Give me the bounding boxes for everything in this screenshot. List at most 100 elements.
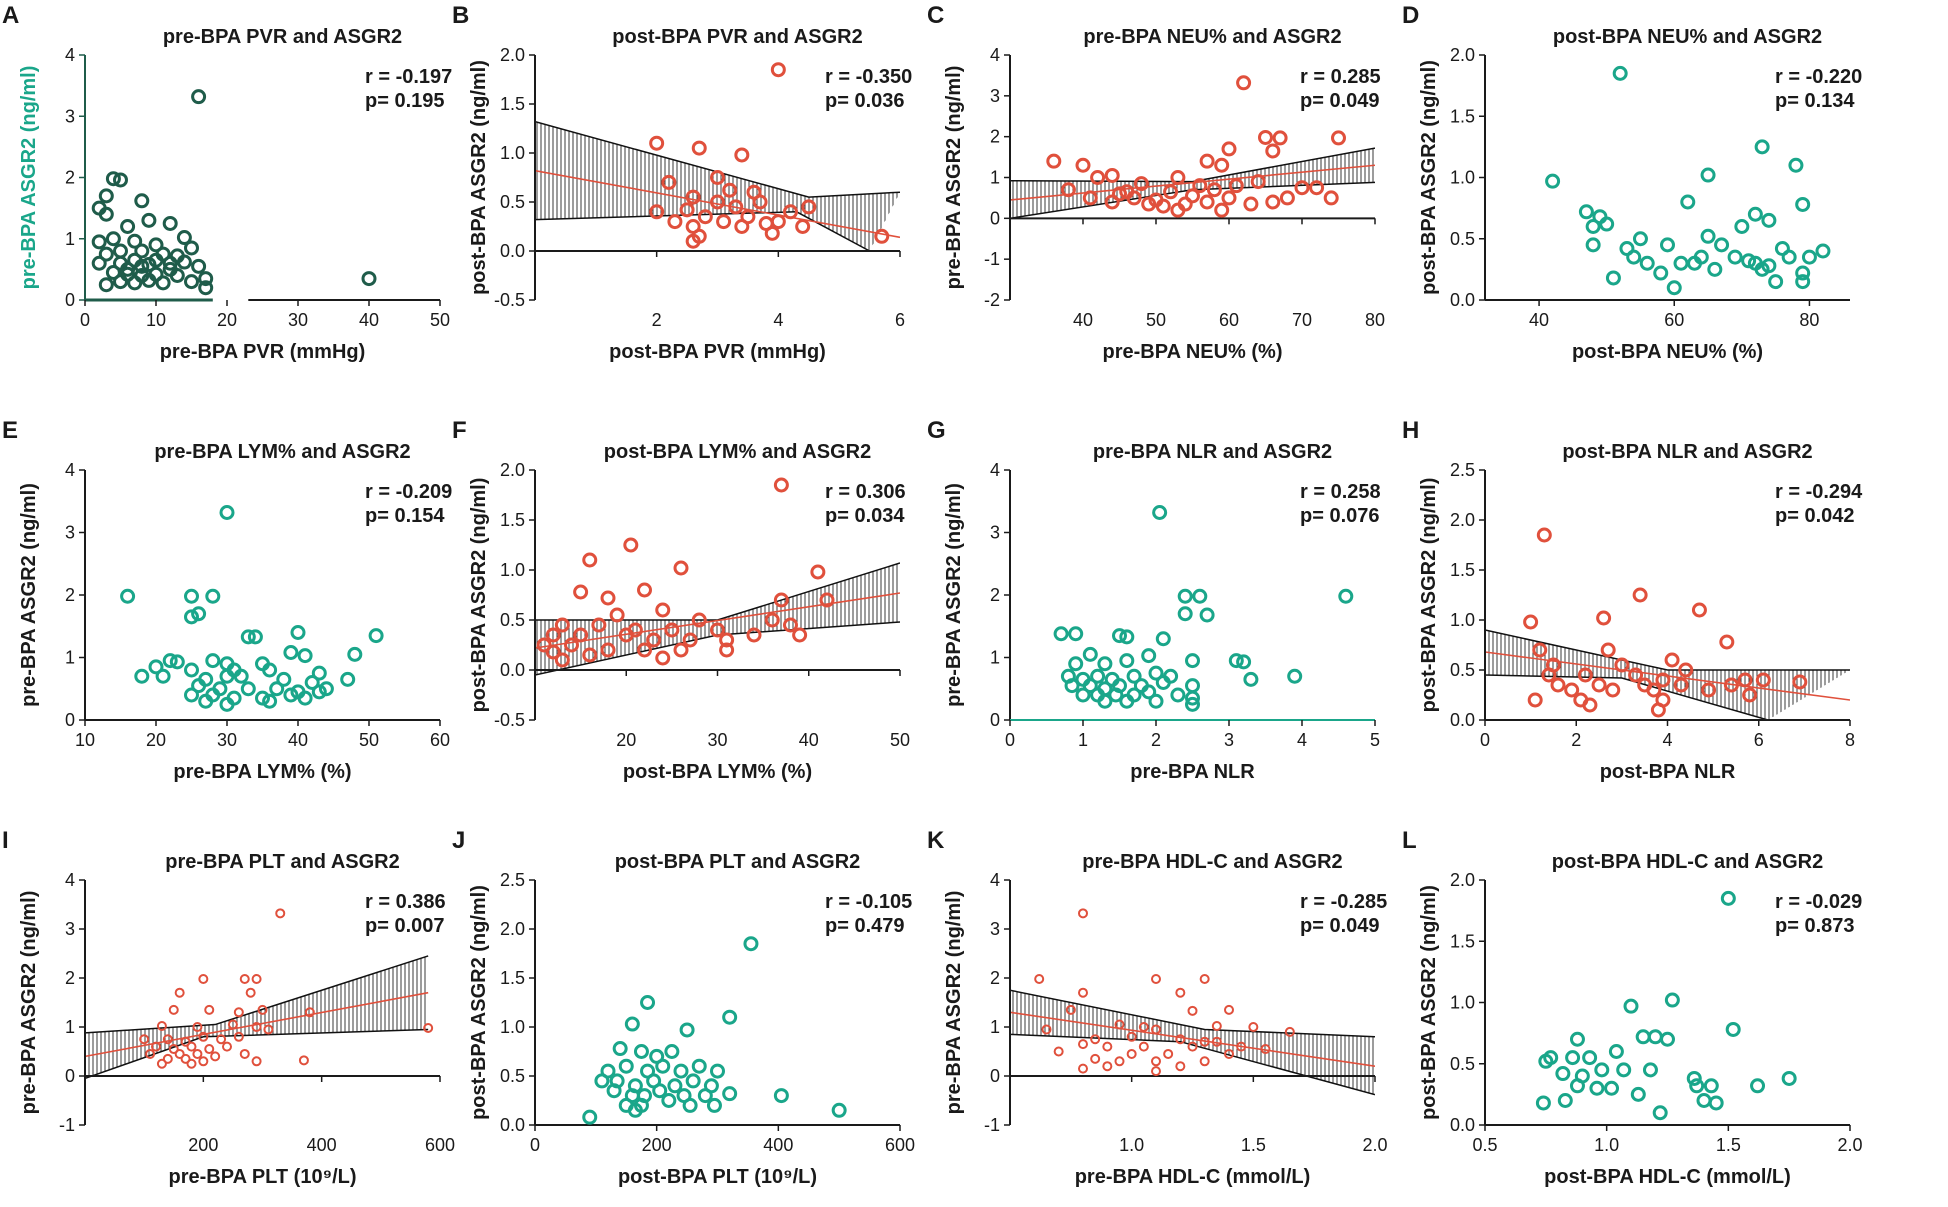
x-tick-label: 600: [885, 1135, 915, 1155]
data-point: [127, 275, 143, 291]
stat-p: p= 0.049: [1300, 90, 1380, 112]
data-point: [205, 653, 221, 669]
data-point: [1126, 1048, 1137, 1059]
data-point: [1781, 1070, 1797, 1086]
fit-line: [535, 169, 900, 239]
data-point: [1768, 274, 1784, 290]
panel-title: post-BPA NLR and ASGR2: [1562, 441, 1812, 463]
data-point: [1119, 693, 1135, 709]
data-point: [239, 1048, 250, 1059]
data-point: [1104, 194, 1120, 210]
x-tick-label: 10: [75, 730, 95, 750]
data-point: [1585, 237, 1601, 253]
data-point: [764, 225, 780, 241]
stat-r: r = 0.386: [365, 891, 446, 913]
data-point: [198, 973, 209, 984]
data-point: [1535, 1095, 1551, 1111]
x-tick-label: 600: [425, 1135, 455, 1155]
y-tick-label: 3: [65, 919, 75, 939]
data-point: [1214, 202, 1230, 218]
data-point: [1102, 1061, 1113, 1072]
y-tick-label: 2: [990, 968, 1000, 988]
data-point: [233, 1007, 244, 1018]
data-point: [722, 1009, 738, 1025]
data-point: [304, 675, 320, 690]
panel-title: pre-BPA LYM% and ASGR2: [154, 441, 410, 463]
y-tick-label: 4: [65, 460, 75, 480]
x-tick-label: 40: [1073, 310, 1093, 330]
data-point: [1338, 588, 1354, 604]
stat-p: p= 0.076: [1300, 505, 1380, 527]
data-point: [1557, 1093, 1573, 1108]
data-point: [1126, 190, 1142, 206]
data-point: [1141, 196, 1157, 212]
x-tick-label: 0: [1480, 730, 1490, 750]
confidence-band: [535, 120, 900, 252]
data-point: [1060, 182, 1076, 198]
data-point: [1192, 178, 1208, 194]
data-point: [719, 632, 735, 648]
data-point: [1141, 648, 1157, 664]
data-point: [649, 135, 665, 151]
data-point: [262, 693, 278, 709]
data-point: [710, 1063, 725, 1079]
data-point: [162, 255, 178, 271]
x-tick-label: 40: [288, 730, 308, 750]
x-tick-label: 40: [799, 730, 819, 750]
y-tick-label: 0.0: [500, 241, 525, 261]
data-point: [98, 277, 114, 293]
data-point: [1082, 678, 1098, 694]
data-point: [582, 1109, 598, 1125]
data-point: [184, 588, 199, 604]
x-tick-label: 400: [763, 1135, 793, 1155]
data-point: [1185, 188, 1200, 204]
data-point: [1815, 243, 1831, 259]
data-point: [283, 687, 299, 703]
data-point: [831, 1102, 847, 1118]
data-point: [1187, 1005, 1198, 1016]
y-tick-label: 0.0: [500, 1115, 525, 1135]
data-point: [685, 189, 701, 205]
y-axis-label: post-BPA ASGR2 (ng/ml): [468, 478, 490, 713]
panel-title: post-BPA HDL-C and ASGR2: [1552, 851, 1823, 873]
x-tick-label: 40: [1529, 310, 1549, 330]
data-point: [1594, 1062, 1610, 1078]
band-upper-edge: [535, 120, 900, 198]
data-point: [113, 172, 128, 188]
data-point: [98, 206, 114, 222]
x-axis-label: pre-BPA PLT (10⁹/L): [168, 1166, 356, 1188]
data-point: [1068, 656, 1084, 672]
data-point: [1541, 667, 1557, 683]
y-axis-label: pre-BPA ASGR2 (ng/ml): [18, 66, 40, 290]
stat-r: r = -0.285: [1300, 891, 1387, 913]
data-point: [573, 627, 589, 643]
data-point: [1596, 610, 1612, 626]
data-point: [706, 1097, 722, 1113]
data-point: [1673, 677, 1689, 693]
y-tick-label: 2.0: [1450, 45, 1475, 65]
y-tick-label: 4: [990, 460, 1000, 480]
y-axis-label: pre-BPA ASGR2 (ng/ml): [943, 891, 965, 1115]
data-point: [734, 147, 750, 163]
y-tick-label: -2: [984, 290, 1000, 310]
data-point: [618, 1058, 634, 1074]
data-point: [1569, 1031, 1585, 1047]
data-point: [155, 668, 171, 684]
data-point: [734, 219, 750, 234]
data-point: [1614, 657, 1630, 673]
y-tick-label: 1: [990, 1017, 1000, 1037]
data-point: [1151, 973, 1161, 984]
data-point: [1687, 255, 1703, 271]
data-point: [667, 1078, 683, 1094]
y-tick-label: 0.5: [1450, 1054, 1475, 1074]
data-point: [198, 280, 214, 296]
data-point: [1612, 65, 1628, 81]
data-point: [1608, 1044, 1624, 1059]
data-point: [1046, 153, 1062, 169]
data-point: [134, 193, 150, 209]
data-point: [1090, 1053, 1101, 1064]
y-tick-label: 2: [65, 968, 75, 988]
x-tick-label: 2: [652, 310, 662, 330]
